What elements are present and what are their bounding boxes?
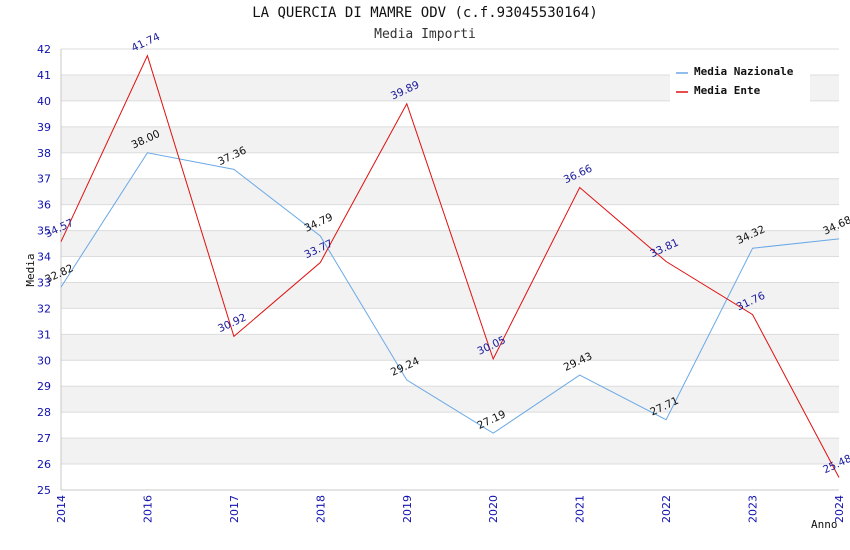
x-tick-label: 2017: [228, 495, 241, 523]
y-tick-label: 27: [37, 432, 51, 445]
grid-band: [61, 334, 839, 361]
grid-band: [61, 178, 839, 205]
x-tick-label: 2014: [55, 495, 68, 523]
y-tick-label: 26: [37, 458, 51, 471]
series-line-media-ente: [60, 54, 840, 478]
y-tick-label: 36: [37, 199, 51, 212]
y-axis-title: Media: [24, 253, 37, 286]
y-tick-label: 25: [37, 484, 51, 497]
y-tick-label: 40: [37, 95, 51, 108]
x-tick-label: 2023: [747, 495, 760, 523]
x-tick-label: 2021: [574, 495, 587, 523]
x-tick-label: 2020: [487, 495, 500, 523]
y-tick-label: 29: [37, 380, 51, 393]
x-tick-label: 2022: [660, 495, 673, 523]
grid-band: [61, 438, 839, 465]
y-tick-label: 35: [37, 225, 51, 238]
legend-label-media-ente: Media Ente: [694, 84, 761, 97]
y-tick-label: 38: [37, 147, 51, 160]
x-tick-label: 2016: [141, 495, 154, 523]
y-tick-label: 30: [37, 354, 51, 367]
data-label: 41.74: [130, 31, 163, 55]
y-tick-label: 37: [37, 173, 51, 186]
y-tick-label: 34: [37, 251, 51, 264]
grid-band: [61, 282, 839, 309]
y-tick-label: 28: [37, 406, 51, 419]
y-tick-label: 42: [37, 43, 51, 56]
x-tick-label: 2024: [833, 495, 846, 523]
grid-band: [61, 126, 839, 153]
chart-subtitle: Media Importi: [374, 27, 476, 42]
chart-title: LA QUERCIA DI MAMRE ODV (c.f.93045530164…: [252, 5, 598, 21]
y-tick-label: 31: [37, 328, 51, 341]
y-tick-label: 39: [37, 121, 51, 134]
x-axis-title: Anno: [811, 518, 838, 531]
x-tick-label: 2019: [401, 495, 414, 523]
y-tick-label: 32: [37, 302, 51, 315]
legend-label-media-nazionale: Media Nazionale: [694, 65, 794, 78]
y-tick-label: 41: [37, 69, 51, 82]
grid-band: [61, 386, 839, 413]
grid-band: [61, 230, 839, 257]
x-tick-label: 2018: [314, 495, 327, 523]
series-line-media-nazionale: [60, 152, 840, 434]
y-tick-label: 33: [37, 276, 51, 289]
legend: Media Nazionale Media Ente: [670, 62, 810, 102]
